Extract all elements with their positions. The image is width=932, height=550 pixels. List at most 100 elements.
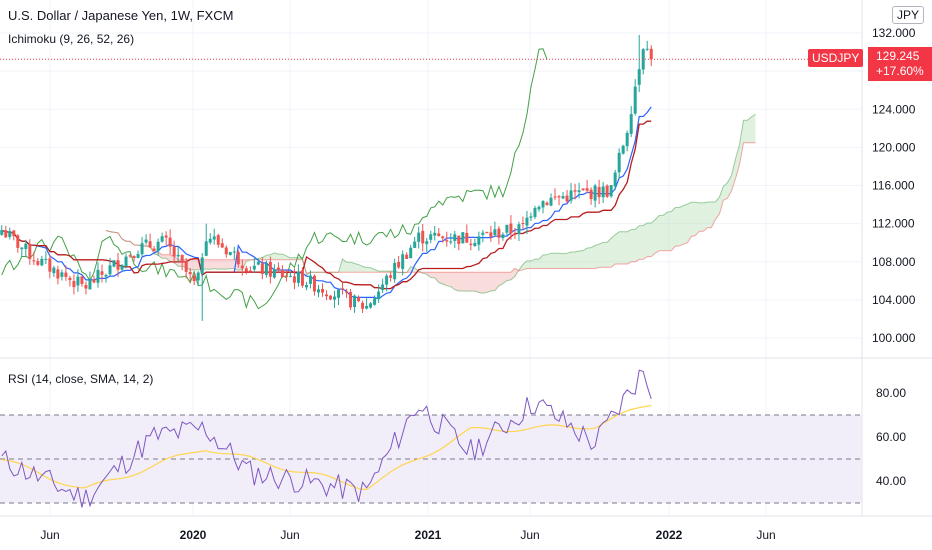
candle-body <box>220 243 224 248</box>
ichimoku-label[interactable]: Ichimoku (9, 26, 52, 26) <box>8 32 135 46</box>
cloud-segment <box>174 255 179 267</box>
candle-body <box>601 186 605 198</box>
cloud-segment <box>571 251 576 269</box>
candle-body <box>268 261 272 277</box>
time-tick-label: Jun <box>40 528 59 542</box>
candle-body <box>617 152 621 173</box>
candle-body <box>264 263 268 275</box>
candle-body <box>244 268 248 272</box>
cloud-segment <box>534 259 539 269</box>
currency-box[interactable]: JPY <box>891 6 924 24</box>
candle-body <box>80 276 84 284</box>
cloud-segment <box>486 272 491 293</box>
candle-body <box>393 263 397 280</box>
candle-body <box>433 232 437 236</box>
candle-body <box>252 265 256 270</box>
cloud-segment <box>639 225 644 260</box>
price-tick-label: 116.000 <box>872 179 915 193</box>
cloud-segment <box>591 245 596 269</box>
time-tick-label: 2020 <box>180 528 207 542</box>
rsi-band <box>0 415 862 503</box>
cloud-segment <box>366 267 371 273</box>
cloud-segment <box>470 272 475 292</box>
candle-body <box>425 241 429 245</box>
candle-body <box>188 271 192 275</box>
cloud-segment <box>530 259 535 269</box>
candle-body <box>308 275 312 284</box>
candle-body <box>529 216 533 218</box>
candle-body <box>525 217 529 226</box>
candle-body <box>517 224 521 234</box>
candle-body <box>405 254 409 259</box>
candle-body <box>401 254 405 269</box>
candle-body <box>280 270 284 277</box>
candle-body <box>641 49 645 70</box>
cloud-segment <box>482 272 487 294</box>
candle-body <box>629 114 633 134</box>
cloud-segment <box>266 254 271 260</box>
candle-body <box>541 201 545 208</box>
candle-body <box>40 258 44 266</box>
cloud-segment <box>567 252 572 269</box>
cloud-segment <box>454 272 459 292</box>
candle-body <box>477 236 481 245</box>
price-tick-label: 100.000 <box>872 331 916 345</box>
candle-body <box>312 275 316 292</box>
cloud-segment <box>563 253 568 269</box>
candle-body <box>389 275 393 278</box>
candle-body <box>12 230 16 237</box>
price-tick-label: 132.000 <box>872 26 916 40</box>
candle-body <box>457 235 461 244</box>
cloud-segment <box>603 242 608 268</box>
cloud-segment <box>218 259 223 270</box>
cloud-segment <box>358 264 363 273</box>
candle-body <box>621 145 625 154</box>
price-tick-label: 120.000 <box>872 140 916 154</box>
rsi-label[interactable]: RSI (14, close, SMA, 14, 2) <box>8 372 154 386</box>
candle-body <box>353 295 357 308</box>
chikou-span <box>1 48 548 310</box>
price-tick-label: 104.000 <box>872 293 916 307</box>
rsi-tick-label: 60.00 <box>876 430 906 444</box>
candle-body <box>208 238 212 243</box>
cloud-segment <box>747 116 752 143</box>
candle-body <box>381 284 385 291</box>
candle-body <box>228 252 232 255</box>
candle-body <box>469 243 473 246</box>
cloud-segment <box>671 207 676 251</box>
candle-body <box>100 271 104 275</box>
cloud-segment <box>166 254 171 262</box>
candle-body <box>441 236 445 239</box>
candle-body <box>28 243 32 260</box>
cloud-segment <box>739 120 744 165</box>
candle-body <box>180 255 184 262</box>
cloud-segment <box>474 272 479 293</box>
candle-body <box>16 235 20 248</box>
candle-body <box>212 236 216 240</box>
candle-body <box>44 258 48 260</box>
candle-body <box>461 232 465 244</box>
candle-body <box>56 269 60 279</box>
cloud-segment <box>719 186 724 215</box>
candle-body <box>605 185 609 197</box>
candle-body <box>160 236 164 242</box>
cloud-segment <box>559 253 564 269</box>
candle-body <box>609 185 613 197</box>
candle-body <box>148 241 152 248</box>
time-tick-label: Jun <box>280 528 299 542</box>
candle-body <box>68 277 72 281</box>
candle-body <box>204 241 208 256</box>
cloud-segment <box>222 259 227 270</box>
rsi-sma-line <box>1 404 652 491</box>
cloud-segment <box>575 251 580 269</box>
candle-body <box>84 285 88 289</box>
cloud-segment <box>595 244 600 269</box>
candle-body <box>349 292 353 308</box>
cloud-segment <box>450 272 455 290</box>
candle-body <box>72 280 76 288</box>
candle-body <box>337 289 341 298</box>
cloud-segment <box>703 201 708 232</box>
candle-body <box>96 269 100 283</box>
cloud-segment <box>723 182 728 201</box>
